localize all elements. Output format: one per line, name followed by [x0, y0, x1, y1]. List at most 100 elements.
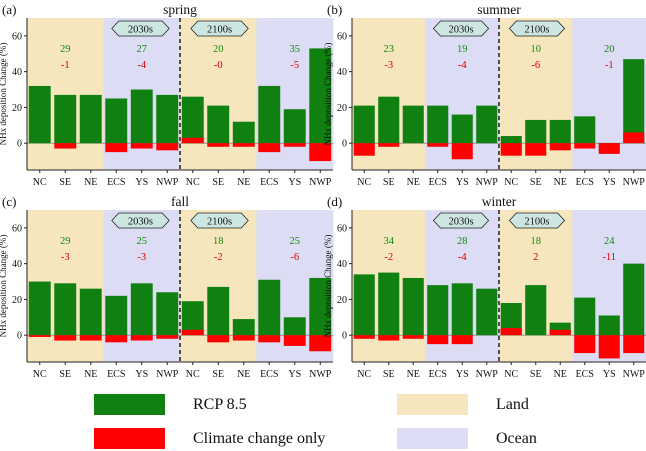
y-tick-label: 0 [17, 331, 22, 342]
x-tick-label-se: SE [530, 177, 542, 188]
bar-climate-nwp-2030s [156, 335, 179, 339]
bar-rcp-ecs-2100s [258, 279, 281, 336]
y-tick-label: 0 [17, 139, 22, 150]
bar-climate-nwp-2100s [309, 335, 332, 352]
group-value-climate: -2 [214, 252, 223, 263]
y-tick-label: 40 [337, 259, 347, 270]
bar-rcp-se-2100s [525, 285, 547, 336]
y-tick-label: 20 [12, 103, 22, 114]
x-tick-label-nwp: NWP [476, 369, 499, 380]
x-tick-label-nc: NC [33, 177, 47, 188]
y-tick-label: 60 [12, 31, 22, 42]
bar-rcp-nwp-2030s [156, 292, 179, 336]
x-tick-label-nc: NC [357, 369, 371, 380]
x-tick-label-ecs: ECS [260, 369, 278, 380]
bar-rcp-nwp-2100s [623, 263, 645, 336]
panel-title: summer [477, 2, 521, 17]
period-label-2100s: 2100s [524, 25, 549, 36]
chart-panel-spring: 2030s 2100s 29 -1 27 -4 20 -0 35 -5 0 20 40 60 NC SE NE E… [0, 2, 334, 188]
bar-rcp-nc-2030s [28, 281, 51, 336]
x-tick-label-ecs: ECS [107, 369, 125, 380]
group-value-rcp: 18 [531, 236, 542, 247]
group-value-rcp: 10 [531, 44, 542, 55]
group-value-climate: -2 [384, 252, 393, 263]
bar-rcp-ne-2100s [232, 319, 255, 336]
y-tick-label: 0 [342, 331, 347, 342]
group-value-rcp: 35 [290, 44, 301, 55]
x-tick-label-ecs: ECS [107, 177, 125, 188]
bar-rcp-ne-2030s [79, 94, 102, 144]
x-tick-label-ecs: ECS [576, 177, 594, 188]
bar-climate-ecs-2100s [574, 143, 596, 149]
bar-climate-se-2100s [207, 143, 230, 147]
group-value-climate: -1 [605, 60, 614, 71]
bar-rcp-ys-2100s [598, 315, 620, 336]
region-bg-land [78, 18, 104, 170]
bar-rcp-ecs-2100s [574, 116, 596, 144]
x-tick-label-ne: NE [84, 177, 97, 188]
x-tick-label-nc: NC [33, 369, 47, 380]
legend-swatch-ocean [397, 428, 468, 449]
x-tick-label-ne: NE [554, 369, 567, 380]
bar-climate-se-2100s [525, 143, 547, 156]
y-axis-label: NHx deposition Change (%) [0, 43, 8, 146]
bar-climate-ys-2030s [451, 335, 473, 345]
x-tick-label-ne: NE [554, 177, 567, 188]
x-tick-label-ne: NE [407, 369, 420, 380]
x-tick-label-se: SE [212, 369, 224, 380]
group-value-climate: -6 [531, 60, 540, 71]
x-tick-label-se: SE [383, 177, 395, 188]
bar-climate-ys-2100s [283, 335, 306, 346]
bar-climate-ys-2030s [130, 143, 153, 149]
group-value-climate: -4 [458, 252, 467, 263]
x-tick-label-ys: YS [135, 177, 148, 188]
bar-climate-se-2030s [54, 335, 77, 341]
x-tick-label-se: SE [383, 369, 395, 380]
bar-climate-ne-2100s [232, 143, 255, 147]
group-value-rcp: 29 [60, 236, 71, 247]
legend-label-climate: Climate change only [193, 429, 326, 447]
bar-rcp-nc-2100s [181, 301, 204, 336]
bar-rcp-nc-2030s [353, 274, 375, 336]
x-tick-label-ys: YS [288, 369, 301, 380]
legend-swatch-land [397, 394, 468, 415]
group-value-rcp: 18 [213, 236, 224, 247]
chart-panel-summer: 2030s 2100s 23 -3 19 -4 10 -6 20 -1 0 20 40 60 NC SE NE E… [323, 2, 646, 188]
x-tick-label-nwp: NWP [623, 177, 646, 188]
bar-rcp-ne-2030s [402, 105, 424, 144]
bar-climate-nwp-2030s [156, 143, 179, 151]
group-value-rcp: 29 [60, 44, 71, 55]
bar-rcp-ecs-2100s [574, 297, 596, 336]
bar-climate-ecs-2030s [105, 335, 128, 343]
bar-climate-ys-2100s [598, 335, 620, 359]
bar-rcp-ys-2030s [130, 283, 153, 336]
group-value-climate: -11 [602, 252, 616, 263]
bar-rcp-nwp-2030s [476, 105, 498, 144]
chart-panel-fall: 2030s 2100s 29 -3 25 -3 18 -2 25 -6 0 20 40 60 NC SE NE E… [0, 194, 334, 380]
y-tick-label: 40 [12, 67, 22, 78]
bar-climate-nwp-2100s [309, 143, 332, 162]
y-tick-label: 0 [342, 139, 347, 150]
group-value-climate: -3 [61, 252, 70, 263]
bar-climate-se-2030s [54, 143, 77, 149]
y-tick-label: 20 [337, 295, 347, 306]
group-value-climate: -6 [290, 252, 299, 263]
x-tick-label-nwp: NWP [309, 177, 332, 188]
x-tick-label-nwp: NWP [309, 369, 332, 380]
bar-rcp-ys-2100s [283, 109, 306, 144]
period-label-2100s: 2100s [207, 25, 232, 36]
region-bg-land [180, 210, 206, 362]
bar-rcp-nc-2100s [181, 96, 204, 144]
y-tick-label: 60 [337, 31, 347, 42]
period-box-2100s [190, 20, 249, 37]
legend-label-rcp: RCP 8.5 [193, 395, 247, 413]
group-value-rcp: 25 [290, 236, 301, 247]
bar-rcp-nc-2100s [500, 302, 522, 336]
bar-climate-nc-2030s [353, 143, 375, 156]
bar-climate-nc-2100s [181, 137, 204, 144]
x-tick-label-ys: YS [135, 369, 148, 380]
bar-rcp-se-2030s [378, 272, 400, 336]
x-tick-label-ys: YS [603, 177, 616, 188]
group-value-climate: -4 [137, 60, 146, 71]
